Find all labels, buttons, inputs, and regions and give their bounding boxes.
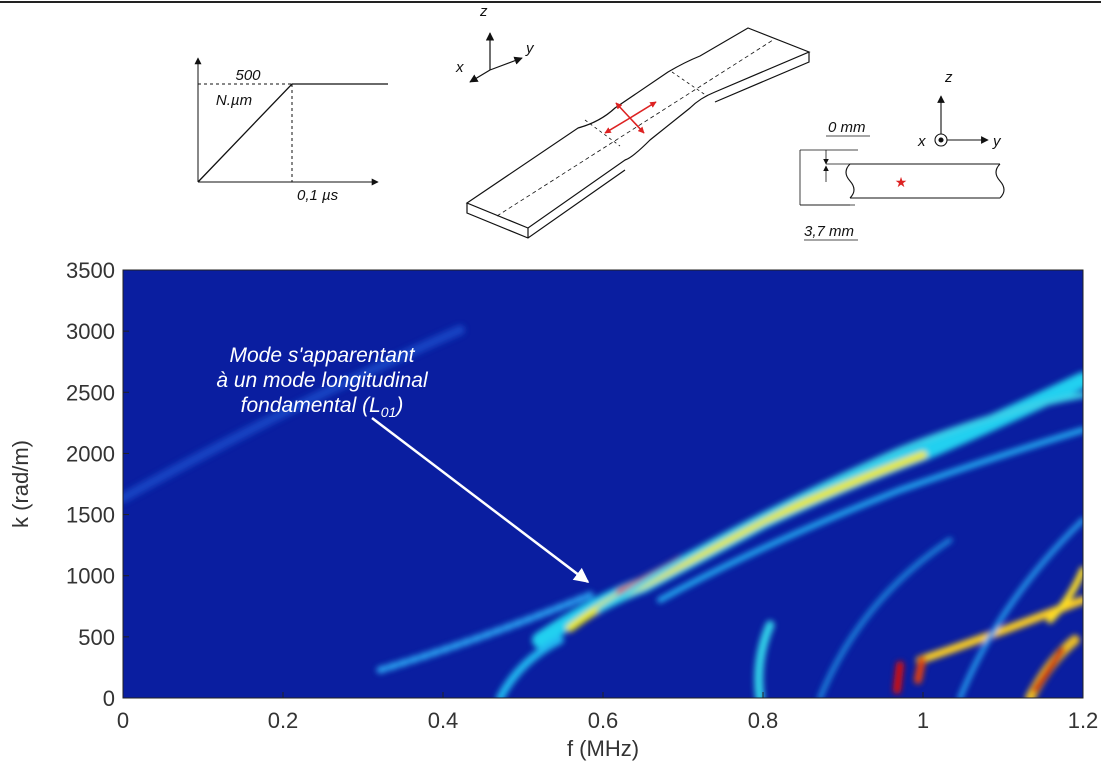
x-tick-label: 0 xyxy=(117,708,129,733)
axis-z: z xyxy=(479,3,488,20)
heatmap-bg xyxy=(123,270,1083,698)
y-tick-label: 500 xyxy=(78,625,115,650)
annotation-part: ) xyxy=(393,394,403,417)
section-inset xyxy=(799,95,1005,241)
plate xyxy=(850,163,1000,199)
specimen-side xyxy=(466,52,810,239)
y-tick-label: 0 xyxy=(103,686,115,711)
axis-x: x xyxy=(917,133,926,150)
axis-x: x xyxy=(455,59,464,76)
top-depth: 0 mm xyxy=(828,119,866,136)
axis-x-dot xyxy=(938,137,944,143)
x-tick-label: 0.6 xyxy=(588,708,619,733)
annotation: à un mode longitudinal xyxy=(216,369,429,392)
y-tick-label: 3000 xyxy=(66,319,115,344)
axis-y: y xyxy=(525,40,535,57)
source-point: ★ xyxy=(895,174,908,190)
y-axis-label: k (rad/m) xyxy=(8,440,33,528)
load-value: 500 xyxy=(235,67,261,84)
annotation: fondamental (L01) xyxy=(241,394,404,420)
y-tick-label: 2500 xyxy=(66,380,115,405)
y-tick-label: 3500 xyxy=(66,258,115,283)
annotation-part: fondamental (L xyxy=(241,394,381,417)
x-tick-label: 0.8 xyxy=(748,708,779,733)
arrow xyxy=(629,101,657,119)
arrow xyxy=(629,117,645,134)
x-tick-label: 1 xyxy=(917,708,929,733)
axis-y: y xyxy=(992,133,1002,150)
axis xyxy=(469,69,491,83)
load-unit: N.µm xyxy=(216,92,252,109)
annotation-subscript: 01 xyxy=(381,404,397,420)
center-line xyxy=(496,39,774,217)
y-tick-label: 2000 xyxy=(66,441,115,466)
dim-lines xyxy=(799,149,858,206)
break-lines xyxy=(845,163,1005,199)
specimen-top xyxy=(465,27,811,229)
y-tick-label: 1500 xyxy=(66,503,115,528)
section-line xyxy=(584,71,708,147)
specimen-inset xyxy=(465,27,811,239)
heatmap xyxy=(123,270,1083,698)
source-arrows xyxy=(604,101,657,134)
load-inset xyxy=(194,57,388,186)
x-tick-label: 0.2 xyxy=(268,708,299,733)
heatmap-features xyxy=(123,325,1083,698)
bottom-depth: 3,7 mm xyxy=(804,223,854,240)
x-axis-label: f (MHz) xyxy=(567,736,639,761)
annotation-arrow xyxy=(371,417,590,583)
x-tick-label: 1.2 xyxy=(1068,708,1099,733)
arrow xyxy=(604,117,631,134)
axis-z: z xyxy=(944,69,953,86)
time-label: 0,1 µs xyxy=(297,187,339,204)
axis xyxy=(489,56,523,71)
x-tick-label: 0.4 xyxy=(428,708,459,733)
annotation: Mode s'apparentant xyxy=(230,344,416,367)
y-tick-label: 1000 xyxy=(66,564,115,589)
arrow xyxy=(615,102,631,119)
